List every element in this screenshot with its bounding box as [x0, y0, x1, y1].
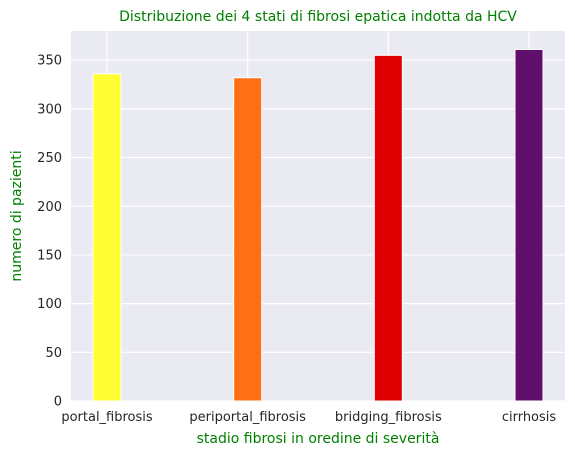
y-tick-label: 250 — [37, 151, 62, 166]
x-tick-labels: portal_fibrosis periportal_fibrosis bridgi… — [61, 410, 556, 425]
bar-periportal_fibrosis — [233, 77, 263, 402]
bar-bridging_fibrosis — [373, 54, 403, 402]
y-tick-label: 350 — [37, 54, 62, 69]
bars — [92, 49, 544, 402]
x-tick-label: periportal_fibrosis — [189, 410, 306, 425]
y-tick-label: 50 — [45, 346, 62, 361]
y-tick-labels: 0 50 100 150 200 250 300 350 — [37, 54, 62, 410]
y-tick-label: 150 — [37, 248, 62, 263]
x-tick-label: bridging_fibrosis — [335, 410, 442, 425]
bar-cirrhosis — [514, 49, 544, 402]
y-tick-label: 0 — [54, 395, 62, 410]
plot-background — [71, 31, 565, 401]
chart-title: Distribuzione dei 4 stati di fibrosi epa… — [119, 9, 517, 25]
y-tick-label: 100 — [37, 297, 62, 312]
x-axis-label: stadio fibrosi in oredine di severità — [197, 431, 440, 447]
y-tick-label: 300 — [37, 102, 62, 117]
y-axis-label: numero di pazienti — [9, 150, 25, 281]
x-tick-label: cirrhosis — [502, 410, 557, 425]
x-tick-label: portal_fibrosis — [61, 410, 153, 425]
y-tick-label: 200 — [37, 200, 62, 215]
bar-portal_fibrosis — [92, 73, 122, 402]
